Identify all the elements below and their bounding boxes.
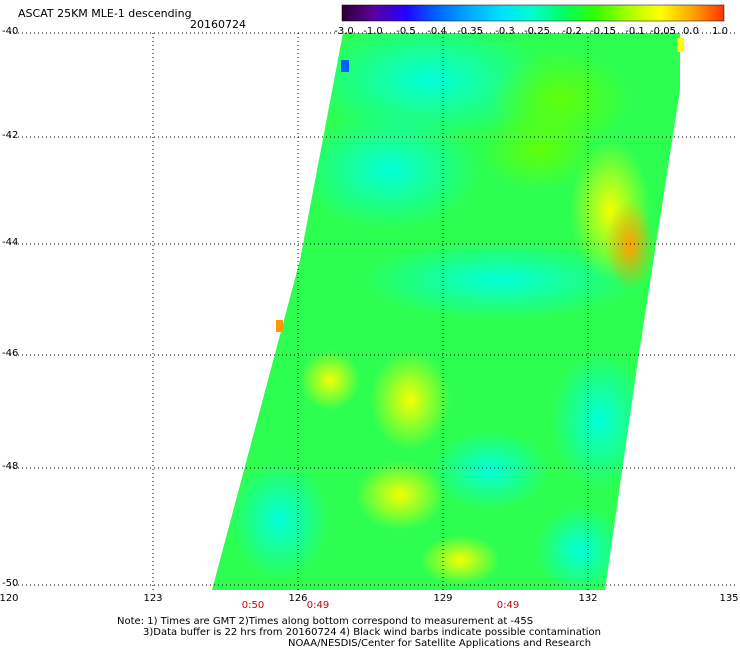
map-date: 20160724 <box>190 18 246 31</box>
time-label: 0:49 <box>496 600 520 611</box>
data-pixel-blue <box>341 60 349 72</box>
lat-lon-grid <box>10 32 735 590</box>
time-label: 0:50 <box>241 600 265 611</box>
lon-label: 132 <box>578 593 598 604</box>
colorbar-label: -0.5 <box>396 26 416 37</box>
lon-label: 135 <box>719 593 739 604</box>
data-swath <box>212 33 680 590</box>
colorbar <box>341 4 725 22</box>
lat-label: -40 <box>2 26 19 37</box>
note-line-2: 3)Data buffer is 22 hrs from 20160724 4)… <box>143 627 601 638</box>
colorbar-label: -0.4 <box>427 26 447 37</box>
colorbar-label: 1.0 <box>712 26 728 37</box>
colorbar-label: 0.0 <box>683 26 699 37</box>
colorbar-label: -0.05 <box>650 26 676 37</box>
lat-label: -48 <box>2 461 19 472</box>
colorbar-label: -0.3 <box>495 26 515 37</box>
lat-label: -46 <box>2 348 19 359</box>
colorbar-label: -1.0 <box>363 26 383 37</box>
colorbar-gradient <box>341 4 725 22</box>
lon-label: 129 <box>433 593 453 604</box>
colorbar-label: -0.25 <box>524 26 550 37</box>
lat-label: -44 <box>2 237 19 248</box>
map-title: ASCAT 25KM MLE-1 descending <box>18 7 192 20</box>
colorbar-label: -0.2 <box>562 26 582 37</box>
time-label: 0:49 <box>306 600 330 611</box>
note-line-3: NOAA/NESDIS/Center for Satellite Applica… <box>288 638 592 649</box>
lat-label: -50 <box>2 578 19 589</box>
note-line-1: Note: 1) Times are GMT 2)Times along bot… <box>117 616 534 627</box>
lon-label: 120 <box>0 593 19 604</box>
lat-label: -42 <box>2 130 19 141</box>
colorbar-label: -0.1 <box>625 26 645 37</box>
colorbar-label: -3.0 <box>334 26 354 37</box>
lon-label: 126 <box>288 593 308 604</box>
data-pixel-orange <box>276 320 283 332</box>
colorbar-label: -0.15 <box>590 26 616 37</box>
colorbar-label: -0.35 <box>457 26 483 37</box>
lon-label: 123 <box>143 593 163 604</box>
data-pixel-yellow <box>677 38 684 52</box>
